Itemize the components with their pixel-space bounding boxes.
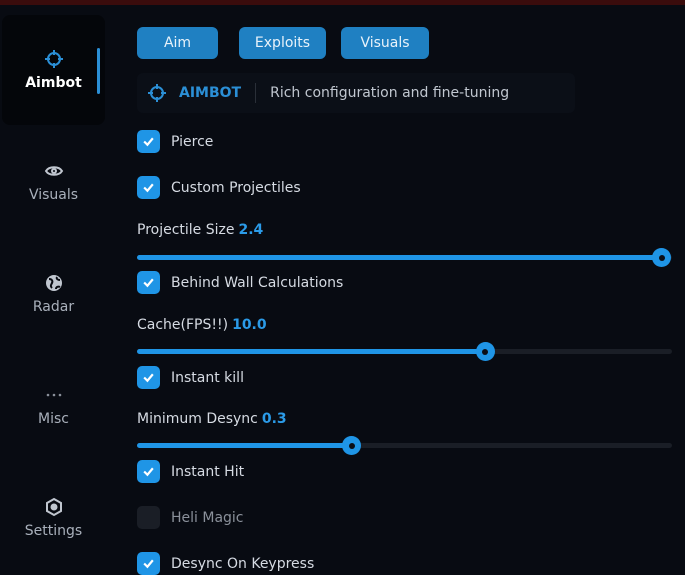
min-desync-slider[interactable] [137,436,672,455]
checkbox-box [137,506,160,529]
checkbox-label: Custom Projectiles [171,179,301,196]
check-icon [137,460,160,483]
slider-value: 2.4 [238,222,264,238]
section-header: AIMBOT Rich configuration and fine-tunin… [137,73,575,113]
projectile-size-slider[interactable] [137,248,672,267]
instant-hit-checkbox[interactable]: Instant Hit [137,460,244,483]
check-icon [137,130,160,153]
min-desync-label: Minimum Desync 0.3 [137,411,287,427]
slider-fill [137,255,662,260]
cache-slider[interactable] [137,342,672,361]
slider-thumb[interactable] [342,436,361,455]
instant-kill-checkbox[interactable]: Instant kill [137,366,244,389]
tab-visuals[interactable]: Visuals [341,27,429,59]
heli-magic-checkbox[interactable]: Heli Magic [137,506,244,529]
tab-exploits[interactable]: Exploits [239,27,326,59]
cache-label: Cache(FPS!!) 10.0 [137,317,267,333]
check-icon [137,271,160,294]
globe-icon [45,275,62,291]
desync-keypress-checkbox[interactable]: Desync On Keypress [137,552,314,575]
sidebar: Aimbot Visuals Radar Misc Settings [0,5,115,575]
checkbox-label: Desync On Keypress [171,555,315,572]
check-icon [137,552,160,575]
gear-icon [45,497,62,517]
divider [255,83,257,103]
sidebar-item-aimbot[interactable]: Aimbot [2,15,105,125]
sidebar-item-radar[interactable]: Radar [2,239,105,349]
pierce-checkbox[interactable]: Pierce [137,130,213,153]
slider-value: 10.0 [232,317,267,333]
window-top-bar [0,0,685,5]
slider-thumb[interactable] [475,342,495,361]
sidebar-item-label: Radar [32,299,75,315]
slider-fill [137,349,485,354]
check-icon [137,176,160,199]
slider-label: Cache(FPS!!) [137,317,229,333]
section-title: AIMBOT [179,85,242,101]
slider-label: Minimum Desync [137,411,258,427]
check-icon [137,366,160,389]
sidebar-item-settings[interactable]: Settings [2,463,105,573]
behind-wall-checkbox[interactable]: Behind Wall Calculations [137,271,343,294]
section-description: Rich configuration and fine-tuning [270,85,510,101]
projectile-size-label: Projectile Size 2.4 [137,222,263,238]
custom-projectiles-checkbox[interactable]: Custom Projectiles [137,176,301,199]
sidebar-item-label: Settings [24,523,83,539]
crosshair-icon [148,84,166,102]
checkbox-label: Instant kill [171,369,244,386]
checkbox-label: Heli Magic [171,509,244,526]
checkbox-label: Instant Hit [171,463,245,480]
active-indicator [97,48,100,94]
slider-value: 0.3 [261,411,287,427]
sidebar-item-label: Aimbot [25,75,82,91]
slider-thumb[interactable] [652,248,672,267]
checkbox-label: Behind Wall Calculations [171,274,344,291]
ellipsis-icon [46,393,61,397]
sidebar-item-label: Visuals [28,187,79,203]
sidebar-item-misc[interactable]: Misc [2,351,105,461]
slider-label: Projectile Size [137,222,235,238]
sidebar-item-visuals[interactable]: Visuals [2,127,105,237]
sidebar-item-label: Misc [38,411,69,427]
eye-icon [44,166,63,176]
tab-aim[interactable]: Aim [137,27,218,59]
checkbox-label: Pierce [171,133,214,150]
slider-fill [137,443,351,448]
crosshair-icon [44,50,63,68]
